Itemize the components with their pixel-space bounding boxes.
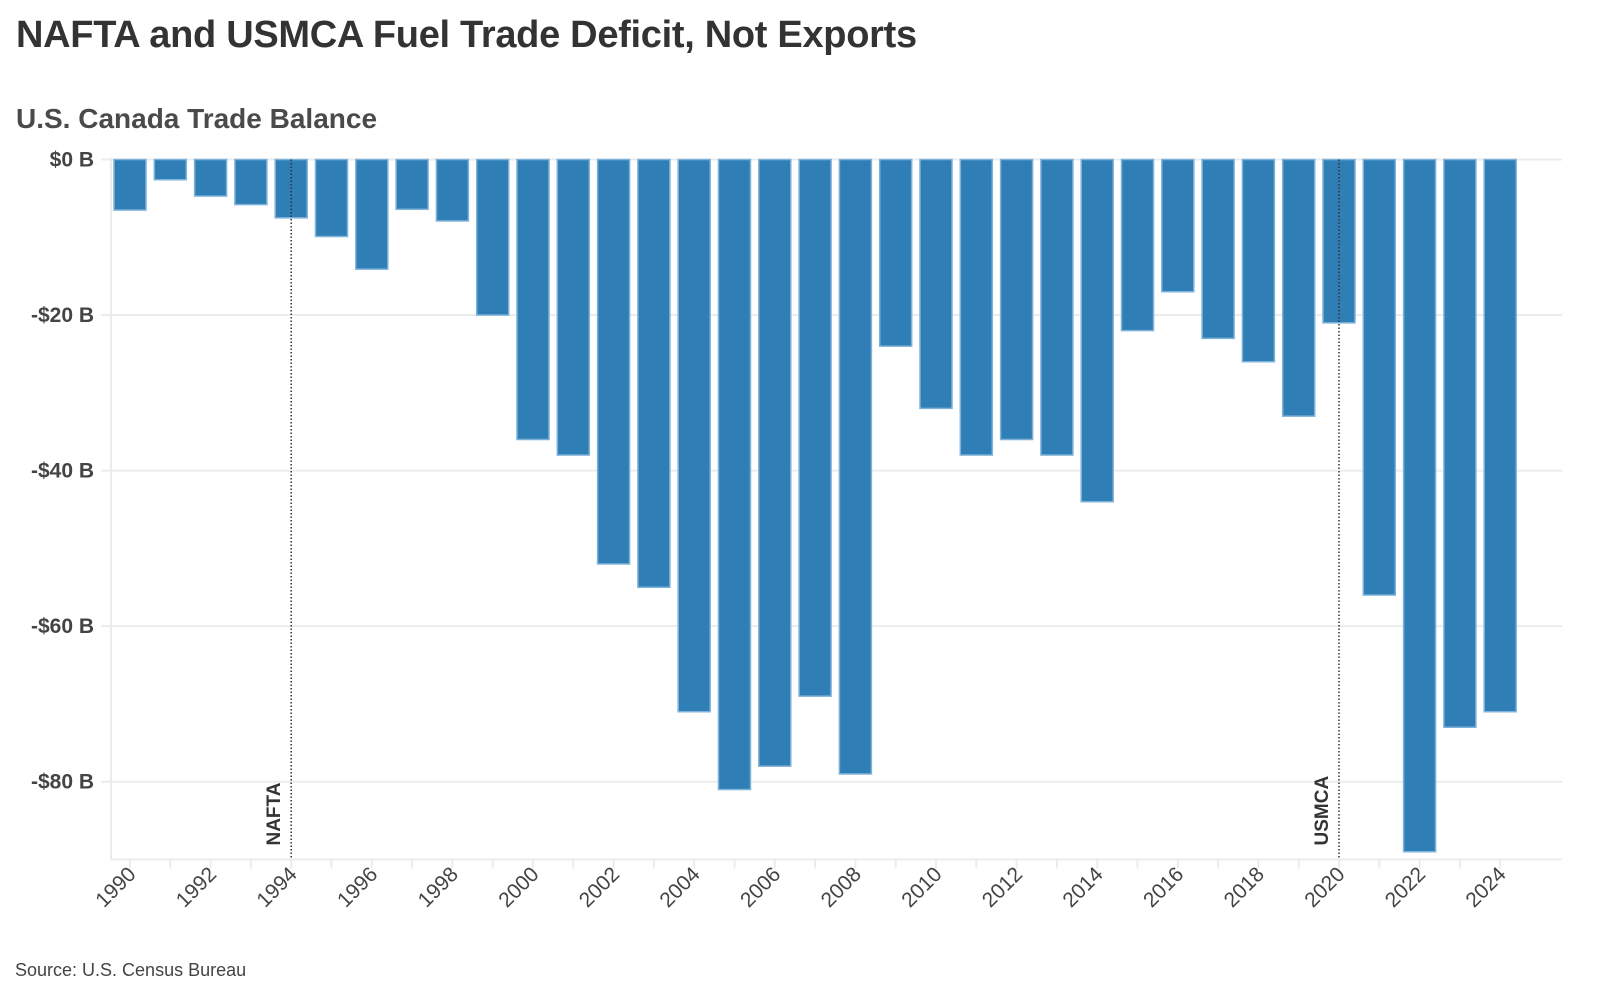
- bar-2002[interactable]: [596, 158, 631, 565]
- bar-2021[interactable]: [1362, 158, 1397, 596]
- bar-2019[interactable]: [1281, 158, 1316, 417]
- chart-title: NAFTA and USMCA Fuel Trade Deficit, Not …: [16, 14, 917, 56]
- bar-2010[interactable]: [919, 158, 953, 410]
- bar-2011[interactable]: [959, 158, 994, 456]
- x-tick-label: 2022: [1381, 863, 1430, 912]
- x-tick-label: 2004: [655, 863, 705, 913]
- x-tick-label: 2000: [494, 863, 543, 912]
- x-axis-labels: 1990 1992 1994 1996 1998 2000 2002 2004 2006 2008…: [91, 863, 1511, 913]
- x-tick-label: 2014: [1058, 863, 1108, 913]
- bar-2009[interactable]: [878, 158, 913, 347]
- bars: [113, 158, 1517, 853]
- x-tick-label: 2008: [817, 863, 866, 912]
- y-tick-label: -$40 B: [31, 460, 94, 483]
- y-axis-labels: $0 B -$20 B -$40 B -$60 B -$80 B: [31, 149, 94, 794]
- bar-1990[interactable]: [113, 158, 147, 211]
- bar-2016[interactable]: [1161, 158, 1195, 293]
- chart-subtitle: U.S. Canada Trade Balance: [16, 103, 378, 134]
- x-tick-label: 1996: [333, 863, 382, 912]
- x-tick-label: 2006: [736, 863, 785, 912]
- bar-1996[interactable]: [355, 158, 389, 270]
- bar-2017[interactable]: [1201, 158, 1235, 340]
- x-tick-label: 2018: [1220, 863, 1269, 912]
- bar-2014[interactable]: [1080, 158, 1114, 503]
- bar-1997[interactable]: [395, 158, 429, 211]
- y-tick-label: -$60 B: [31, 615, 94, 638]
- bar-2015[interactable]: [1120, 158, 1155, 332]
- bar-2024[interactable]: [1483, 158, 1517, 713]
- x-tick-label: 1998: [414, 863, 463, 912]
- annotation-label-usmca: USMCA: [1312, 776, 1333, 846]
- bar-1995[interactable]: [314, 158, 349, 238]
- bar-2012[interactable]: [999, 158, 1034, 441]
- y-tick-label: -$20 B: [31, 304, 94, 327]
- bar-2023[interactable]: [1443, 158, 1477, 729]
- y-tick-label: -$80 B: [31, 771, 94, 794]
- source-note: Source: U.S. Census Bureau: [15, 960, 247, 980]
- x-tick-label: 2016: [1139, 863, 1188, 912]
- bar-2000[interactable]: [516, 158, 550, 441]
- x-tick-label: 1990: [91, 863, 140, 912]
- bar-2013[interactable]: [1040, 158, 1074, 456]
- axes: [110, 157, 1562, 869]
- bar-2008[interactable]: [838, 158, 873, 775]
- bar-1992[interactable]: [193, 158, 228, 197]
- y-tick-label: $0 B: [50, 149, 94, 172]
- annotation-label-nafta: NAFTA: [264, 782, 285, 845]
- bar-2005[interactable]: [717, 158, 752, 791]
- bar-1999[interactable]: [475, 158, 510, 316]
- bar-2004[interactable]: [677, 158, 711, 713]
- annotations: NAFTA USMCA: [264, 159, 1340, 860]
- bar-1993[interactable]: [234, 158, 268, 206]
- x-tick-label: 2002: [575, 863, 624, 912]
- bar-2006[interactable]: [758, 158, 792, 767]
- x-tick-label: 1994: [252, 863, 302, 913]
- x-tick-label: 2010: [897, 863, 946, 912]
- x-tick-label: 2024: [1461, 863, 1511, 913]
- bar-1998[interactable]: [435, 158, 470, 222]
- x-tick-label: 1992: [172, 863, 221, 912]
- bar-2018[interactable]: [1241, 158, 1276, 363]
- bar-2003[interactable]: [637, 158, 671, 589]
- bar-2007[interactable]: [798, 158, 832, 697]
- x-tick-label: 2020: [1300, 863, 1349, 912]
- bar-2001[interactable]: [556, 158, 591, 456]
- bar-1991[interactable]: [153, 158, 188, 181]
- bar-2022[interactable]: [1402, 158, 1437, 853]
- x-tick-label: 2012: [978, 863, 1027, 912]
